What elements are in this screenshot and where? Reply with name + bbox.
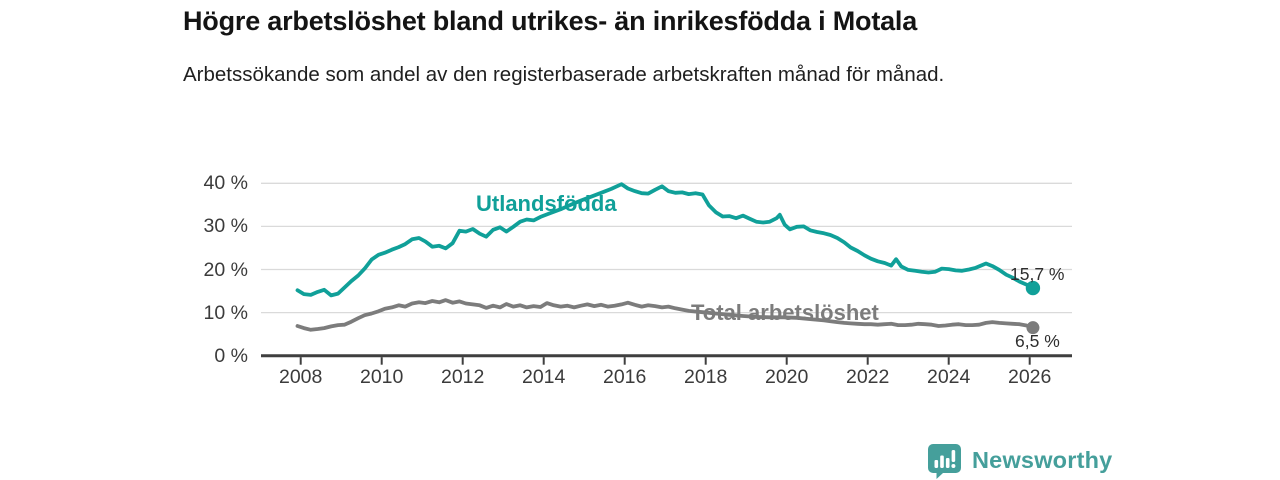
series-line-0 (295, 182, 1035, 298)
x-tick-label: 2010 (359, 366, 404, 388)
brand-name: Newsworthy (972, 447, 1113, 473)
y-tick-label: 30 % (203, 215, 248, 238)
x-tick-label: 2018 (683, 366, 728, 388)
x-tick-label: 2026 (1007, 366, 1052, 388)
series-end-dot-0 (1025, 280, 1041, 296)
x-tick-label: 2022 (845, 366, 890, 388)
y-tick-label: 10 % (203, 301, 248, 324)
series-line-1 (295, 298, 1035, 332)
x-tick-label: 2016 (602, 366, 647, 388)
series-label-total-arbetsloshet: Total arbetslöshet (691, 300, 879, 325)
series-label-utlandsfodda: Utlandsfödda (476, 191, 617, 216)
series-end-dot-1 (1026, 321, 1040, 335)
x-tick-label: 2008 (278, 366, 323, 388)
y-tick-label: 0 % (214, 344, 248, 367)
end-value-total-arbetsloshet: 6,5 % (1015, 331, 1060, 351)
y-tick-label: 40 % (203, 172, 248, 195)
y-tick-label: 20 % (203, 258, 248, 281)
end-value-utlandsfodda: 15,7 % (1010, 264, 1065, 284)
x-tick-label: 2024 (926, 366, 971, 388)
brand-footer: Newsworthy (926, 442, 1112, 479)
x-tick-label: 2012 (440, 366, 485, 388)
x-tick-label: 2020 (764, 366, 809, 388)
page-subtitle: Arbetssökande som andel av den registerb… (183, 63, 945, 86)
page-title: Högre arbetslöshet bland utrikes- än inr… (183, 6, 918, 36)
x-tick-label: 2014 (521, 366, 566, 388)
newsworthy-logo-icon (928, 444, 961, 479)
